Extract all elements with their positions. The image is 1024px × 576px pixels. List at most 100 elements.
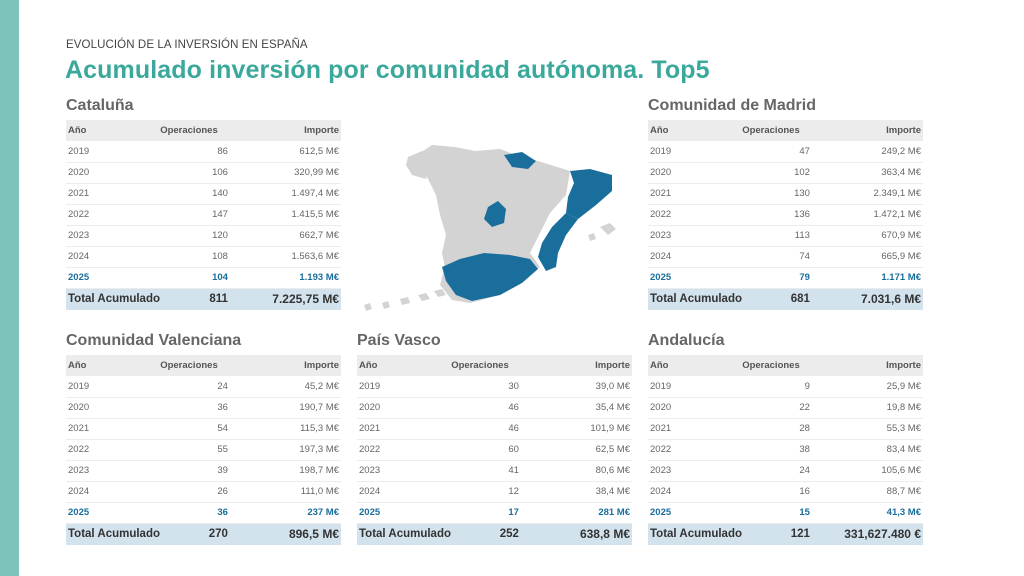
cell-ops: 102: [742, 162, 814, 184]
cell-year: 2020: [357, 397, 451, 419]
cell-ops: 140: [160, 183, 232, 205]
cell-year: 2021: [648, 418, 742, 440]
cell-ops: 60: [451, 439, 523, 461]
page-title: Acumulado inversión por comunidad autóno…: [65, 56, 710, 84]
table-row: 2021 28 55,3 M€: [648, 418, 923, 440]
cell-amount: 670,9 M€: [813, 225, 923, 247]
cell-ops: 47: [742, 141, 814, 163]
table-row: 2025 17 281 M€: [357, 502, 632, 524]
cell-amount: 39,0 M€: [522, 376, 632, 398]
cell-year: 2024: [66, 481, 160, 503]
region-title: Comunidad Valenciana: [66, 332, 242, 349]
cell-amount: 1.563,6 M€: [231, 246, 341, 268]
region-table: Año Operaciones Importe 2019 30 39,0 M€ …: [357, 355, 632, 545]
cell-amount: 1.497,4 M€: [231, 183, 341, 205]
total-row: Total Acumulado 121 331,627.480 €: [648, 523, 923, 545]
region-title: Andalucía: [648, 332, 725, 349]
region-table: Año Operaciones Importe 2019 9 25,9 M€ 2…: [648, 355, 923, 545]
cell-year: 2025: [66, 267, 160, 289]
map-canarias: [364, 289, 446, 311]
col-amount-header: Importe: [886, 125, 921, 136]
cell-ops: 24: [742, 460, 814, 482]
cell-year: 2025: [648, 267, 742, 289]
region-table: Año Operaciones Importe 2019 47 249,2 M€…: [648, 120, 923, 310]
total-row: Total Acumulado 811 7.225,75 M€: [66, 288, 341, 310]
cell-ops: 130: [742, 183, 814, 205]
map-cataluna: [566, 169, 612, 219]
cell-year: 2021: [357, 418, 451, 440]
cell-amount: 612,5 M€: [231, 141, 341, 163]
cell-ops: 36: [160, 502, 232, 524]
cell-year: 2023: [357, 460, 451, 482]
cell-amount: 249,2 M€: [813, 141, 923, 163]
cell-ops: 74: [742, 246, 814, 268]
cell-year: 2023: [648, 225, 742, 247]
cell-year: 2019: [357, 376, 451, 398]
table-row: 2022 55 197,3 M€: [66, 439, 341, 461]
cell-ops: 30: [451, 376, 523, 398]
table-row: 2025 79 1.171 M€: [648, 267, 923, 289]
total-row: Total Acumulado 252 638,8 M€: [357, 523, 632, 545]
cell-ops: 46: [451, 418, 523, 440]
table-row: 2019 9 25,9 M€: [648, 376, 923, 398]
cell-year: 2019: [648, 141, 742, 163]
cell-ops: 26: [160, 481, 232, 503]
cell-ops: 22: [742, 397, 814, 419]
region-block-cataluna: Cataluña Año Operaciones Importe 2019 86…: [66, 96, 341, 310]
total-ops: 252: [451, 523, 523, 545]
col-year-header: Año: [68, 360, 87, 371]
cell-year: 2025: [648, 502, 742, 524]
table-row: 2022 60 62,5 M€: [357, 439, 632, 461]
total-label: Total Acumulado: [357, 523, 451, 545]
table-row: 2024 26 111,0 M€: [66, 481, 341, 503]
total-label: Total Acumulado: [648, 288, 742, 310]
cell-year: 2020: [66, 397, 160, 419]
cell-amount: 101,9 M€: [522, 418, 632, 440]
total-label: Total Acumulado: [66, 288, 160, 310]
cell-amount: 45,2 M€: [231, 376, 341, 398]
table-row: 2020 36 190,7 M€: [66, 397, 341, 419]
cell-amount: 198,7 M€: [231, 460, 341, 482]
region-title: País Vasco: [357, 332, 441, 349]
cell-year: 2022: [66, 204, 160, 226]
cell-year: 2022: [66, 439, 160, 461]
total-amount: 331,627.480 €: [813, 523, 923, 545]
cell-year: 2023: [66, 225, 160, 247]
cell-ops: 16: [742, 481, 814, 503]
cell-ops: 28: [742, 418, 814, 440]
cell-year: 2021: [66, 183, 160, 205]
cell-ops: 54: [160, 418, 232, 440]
table-row: 2019 86 612,5 M€: [66, 141, 341, 163]
cell-amount: 2.349,1 M€: [813, 183, 923, 205]
map-baleares: [588, 223, 616, 241]
cell-amount: 1.171 M€: [813, 267, 923, 289]
cell-amount: 83,4 M€: [813, 439, 923, 461]
table-row: 2020 22 19,8 M€: [648, 397, 923, 419]
cell-amount: 35,4 M€: [522, 397, 632, 419]
accent-side-bar: [0, 0, 19, 576]
map-andalucia: [442, 253, 538, 301]
col-year-header: Año: [359, 360, 378, 371]
cell-amount: 1.472,1 M€: [813, 204, 923, 226]
cell-year: 2023: [648, 460, 742, 482]
cell-year: 2023: [66, 460, 160, 482]
region-block-comunidad-de-madrid: Comunidad de Madrid Año Operaciones Impo…: [648, 96, 923, 310]
cell-amount: 111,0 M€: [231, 481, 341, 503]
cell-amount: 62,5 M€: [522, 439, 632, 461]
region-block-comunidad-valenciana: Comunidad Valenciana Año Operaciones Imp…: [66, 331, 341, 545]
cell-ops: 120: [160, 225, 232, 247]
cell-amount: 320,99 M€: [231, 162, 341, 184]
col-year-header: Año: [650, 360, 669, 371]
table-row: 2022 38 83,4 M€: [648, 439, 923, 461]
table-row: 2022 136 1.472,1 M€: [648, 204, 923, 226]
col-amount-header: Importe: [595, 360, 630, 371]
cell-ops: 39: [160, 460, 232, 482]
region-title: Comunidad de Madrid: [648, 97, 816, 114]
cell-amount: 197,3 M€: [231, 439, 341, 461]
table-row: 2021 130 2.349,1 M€: [648, 183, 923, 205]
table-row: 2021 46 101,9 M€: [357, 418, 632, 440]
table-header: Año Operaciones Importe: [648, 120, 923, 141]
table-row: 2025 15 41,3 M€: [648, 502, 923, 524]
table-row: 2023 113 670,9 M€: [648, 225, 923, 247]
cell-year: 2020: [648, 162, 742, 184]
